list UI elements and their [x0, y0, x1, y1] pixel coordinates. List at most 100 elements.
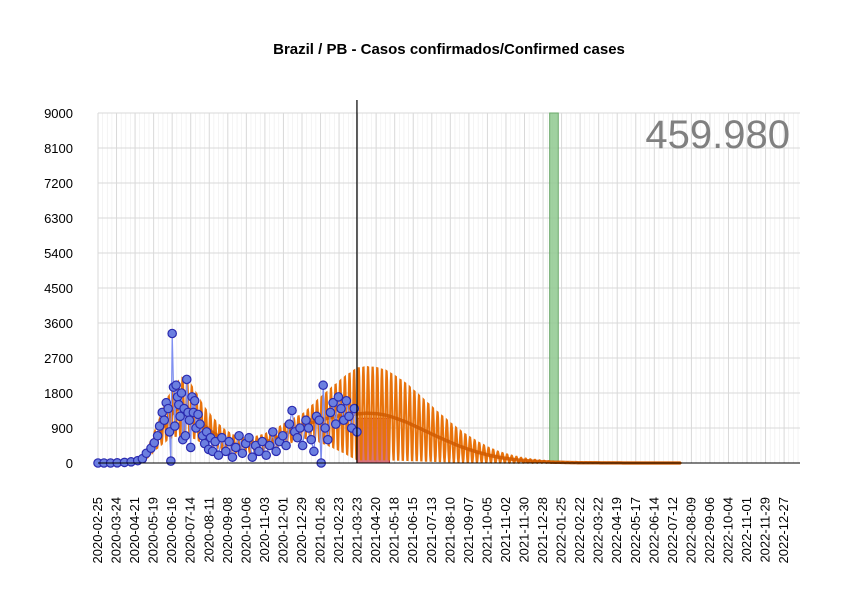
- x-tick-labels: 2020-02-25 2020-03-24 2020-04-21 2020-05-19…: [90, 497, 791, 564]
- observed-point: [264, 440, 275, 451]
- x-tick-label: 2020-03-24: [109, 497, 124, 564]
- y-tick-label: 7200: [44, 176, 73, 191]
- x-tick-label: 2022-09-06: [702, 497, 717, 564]
- observed-point: [281, 440, 291, 451]
- x-tick-label: 2022-06-14: [646, 497, 661, 564]
- x-tick-label: 2020-06-16: [164, 497, 179, 564]
- x-tick-label: 2020-08-11: [201, 497, 216, 563]
- observed-point: [185, 442, 196, 453]
- x-tick-label: 2021-03-23: [350, 497, 365, 564]
- y-tick-label: 2700: [44, 351, 73, 366]
- y-tick-labels: 0 900 1800 2700 3600 4500 5400 6300 7200 8100 9000: [44, 106, 73, 471]
- observed-point: [257, 436, 268, 447]
- x-tick-label: 2022-05-17: [628, 497, 643, 564]
- x-tick-label: 2022-12-27: [776, 497, 791, 564]
- observed-point: [184, 415, 195, 426]
- observed-point: [221, 446, 231, 457]
- y-tick-label: 6300: [44, 211, 73, 226]
- y-tick-label: 4500: [44, 281, 73, 296]
- x-tick-label: 2021-10-05: [479, 497, 494, 564]
- observed-point: [314, 415, 324, 426]
- y-tick-label: 3600: [44, 316, 73, 331]
- x-tick-label: 2021-12-28: [535, 497, 550, 564]
- x-tick-label: 2022-11-01: [739, 497, 754, 563]
- observed-series: [93, 328, 362, 468]
- forecast-band-green: [549, 112, 559, 464]
- observed-point: [341, 395, 352, 406]
- observed-point: [176, 388, 187, 398]
- y-tick-label: 9000: [44, 106, 73, 121]
- observed-point: [333, 392, 344, 402]
- observed-point: [227, 452, 238, 462]
- observed-point: [297, 440, 308, 451]
- total-cases-label: 459.980: [645, 113, 790, 157]
- x-tick-label: 2021-04-20: [368, 497, 383, 564]
- grid: [97, 112, 800, 463]
- observed-point: [309, 446, 319, 457]
- x-tick-label: 2022-11-29: [758, 497, 773, 563]
- observed-point: [325, 407, 336, 418]
- x-tick-label: 2021-11-02: [498, 497, 513, 563]
- x-tick-label: 2020-12-01: [275, 497, 290, 564]
- x-tick-label: 2020-07-14: [183, 497, 198, 564]
- observed-point: [189, 395, 200, 406]
- x-tick-label: 2022-01-25: [554, 497, 569, 564]
- x-tick-label: 2021-09-07: [461, 497, 476, 564]
- y-tick-label: 900: [51, 421, 73, 436]
- observed-point: [292, 432, 303, 443]
- observed-point: [230, 442, 241, 453]
- observed-point: [180, 430, 191, 441]
- x-tick-label: 2021-06-15: [405, 497, 420, 564]
- observed-point: [213, 450, 224, 461]
- x-tick-label: 2020-11-03: [257, 497, 272, 563]
- x-tick-label: 2020-05-19: [146, 497, 161, 564]
- observed-point: [163, 403, 173, 414]
- x-tick-label: 2022-07-12: [665, 497, 680, 564]
- x-tick-label: 2022-03-22: [591, 497, 606, 564]
- observed-point: [301, 415, 311, 426]
- observed-point: [287, 405, 297, 416]
- x-tick-label: 2022-10-04: [720, 497, 735, 564]
- observed-point: [254, 446, 264, 457]
- x-tick-label: 2022-04-19: [609, 497, 624, 564]
- observed-point: [166, 456, 176, 466]
- chart-title: Brazil / PB - Casos confirmados/Confirme…: [273, 41, 625, 58]
- observed-point: [284, 419, 295, 429]
- observed-point: [244, 432, 254, 443]
- y-tick-label: 1800: [44, 386, 73, 401]
- x-tick-label: 2020-12-29: [294, 497, 309, 564]
- observed-point: [152, 430, 163, 441]
- y-tick-label: 8100: [44, 141, 73, 156]
- axes: [98, 100, 800, 464]
- observed-point: [303, 423, 314, 433]
- observed-point: [193, 409, 203, 420]
- observed-point: [175, 411, 185, 422]
- observed-point: [330, 419, 341, 429]
- observed-point: [318, 380, 328, 391]
- observed-point: [181, 374, 192, 385]
- observed-point: [167, 328, 177, 339]
- x-tick-label: 2021-08-10: [442, 497, 457, 564]
- x-tick-label: 2021-07-13: [424, 497, 439, 564]
- observed-point: [323, 434, 333, 445]
- observed-point: [295, 423, 305, 433]
- observed-point: [217, 432, 227, 443]
- x-tick-label: 2021-11-30: [516, 497, 531, 563]
- observed-point: [234, 430, 244, 441]
- observed-point: [164, 427, 175, 437]
- observed-point: [195, 419, 205, 429]
- observed-point: [344, 411, 354, 422]
- observed-point: [159, 415, 170, 426]
- observed-point: [261, 450, 272, 461]
- observed-point: [268, 427, 278, 437]
- observed-point: [224, 436, 234, 447]
- observed-point: [306, 434, 317, 445]
- observed-point: [170, 421, 180, 431]
- y-tick-label: 0: [66, 456, 73, 471]
- observed-point: [247, 452, 258, 462]
- x-tick-label: 2021-01-26: [313, 497, 328, 564]
- observed-point: [320, 423, 330, 433]
- observed-point: [328, 397, 338, 408]
- observed-point: [171, 380, 181, 391]
- y-tick-label: 5400: [44, 246, 73, 261]
